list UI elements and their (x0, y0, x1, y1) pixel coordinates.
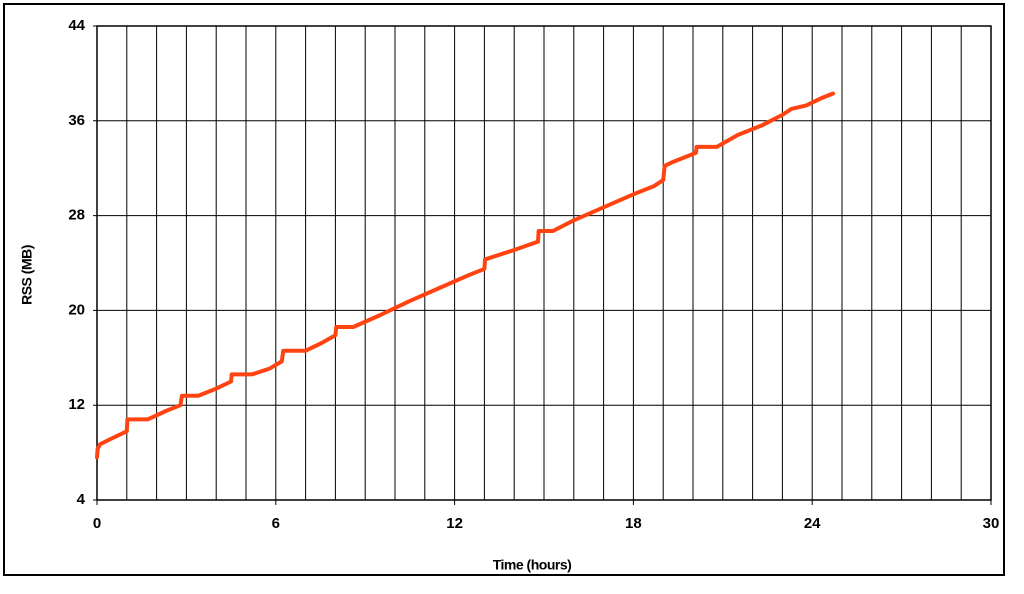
y-tick-label: 20 (68, 301, 85, 318)
plot-border (96, 25, 992, 501)
x-tick-label: 6 (272, 515, 280, 532)
y-tick-label: 44 (68, 17, 85, 34)
series-line (95, 91, 836, 460)
x-axis-title: Time (hours) (493, 557, 572, 573)
frame (3, 3, 1005, 576)
y-axis-title: RSS (MB) (19, 245, 35, 305)
x-tick-label: 12 (446, 515, 463, 532)
x-tick-label: 24 (804, 515, 821, 532)
x-tick-label: 0 (93, 515, 101, 532)
x-tick-label: 18 (625, 515, 642, 532)
y-tick-label: 36 (68, 112, 85, 129)
x-tick-label: 30 (983, 515, 1000, 532)
y-tick-label: 28 (68, 207, 85, 224)
y-tick-label: 4 (77, 491, 86, 508)
y-tick-label: 12 (68, 396, 85, 413)
